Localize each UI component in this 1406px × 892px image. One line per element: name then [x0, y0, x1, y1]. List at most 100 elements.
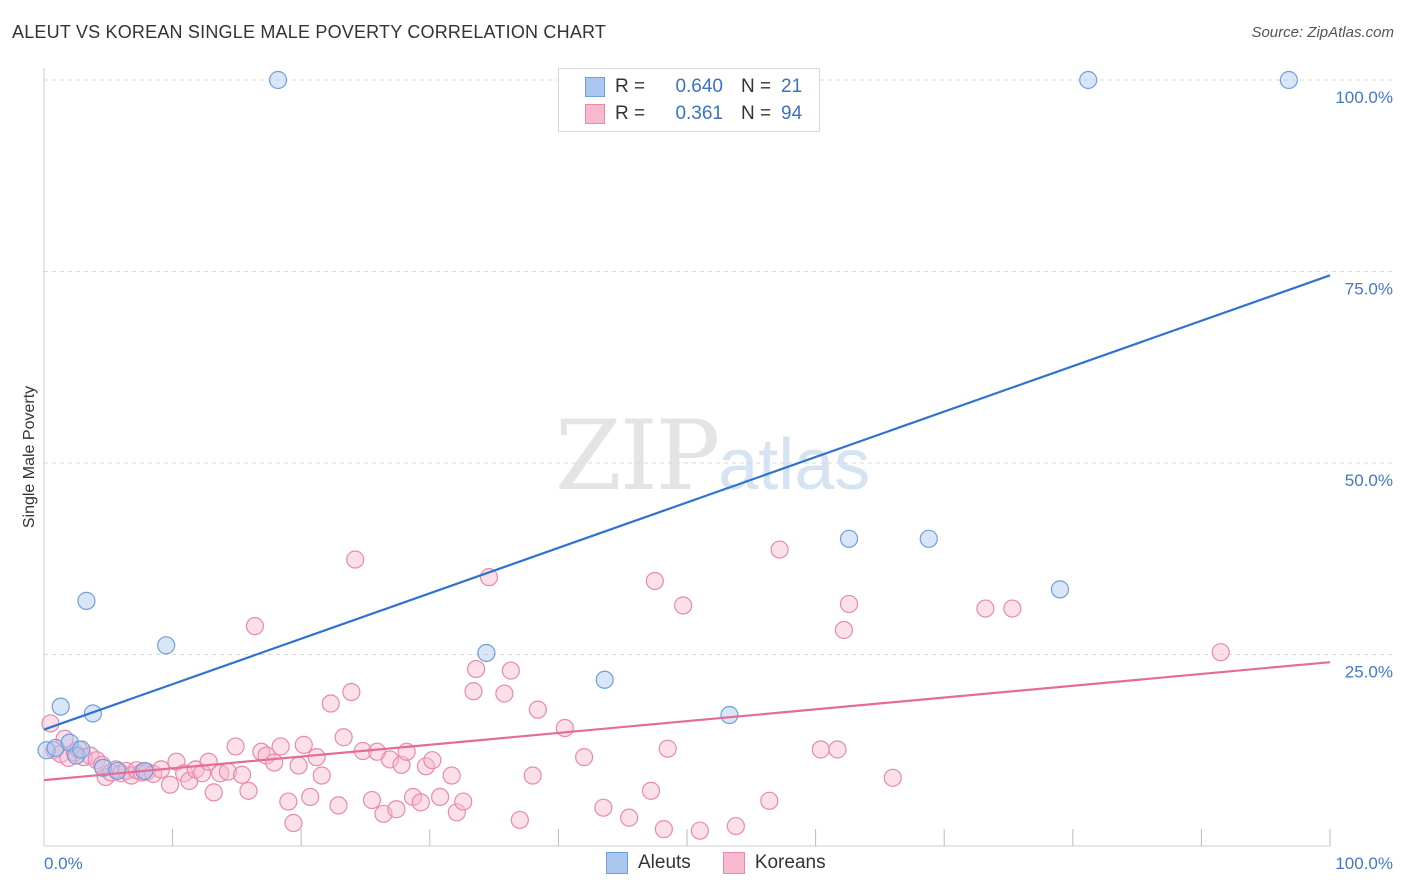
- y-tick-label: 50.0%: [1345, 471, 1393, 490]
- legend-r-label: R =: [615, 76, 646, 97]
- point-aleuts: [477, 643, 496, 663]
- point-koreans: [301, 787, 320, 807]
- point-koreans: [645, 571, 664, 591]
- point-koreans: [454, 792, 473, 811]
- point-aleuts: [77, 591, 96, 610]
- point-koreans: [510, 810, 529, 830]
- point-koreans: [411, 793, 430, 812]
- legend-row-koreans: R = 0.361 N = 94: [585, 103, 821, 125]
- gridlines: [44, 79, 1395, 655]
- point-koreans: [760, 791, 779, 810]
- point-koreans: [334, 728, 353, 747]
- point-koreans: [641, 781, 661, 800]
- point-koreans: [620, 808, 639, 827]
- legend-label-koreans: Koreans: [754, 852, 826, 873]
- y-tick-labels: 25.0% 50.0% 75.0% 100.0%: [1335, 88, 1393, 682]
- point-koreans: [204, 783, 223, 802]
- y-tick-label: 25.0%: [1345, 663, 1393, 682]
- watermark-zip: ZIP: [555, 400, 720, 512]
- point-koreans: [284, 813, 303, 833]
- legend-label-aleuts: Aleuts: [638, 852, 691, 873]
- point-aleuts: [51, 697, 70, 716]
- point-koreans: [342, 682, 361, 702]
- data-points: [37, 70, 1298, 840]
- point-koreans: [265, 753, 284, 772]
- point-koreans: [839, 594, 859, 614]
- y-tick-label: 100.0%: [1335, 88, 1393, 107]
- point-koreans: [654, 820, 673, 839]
- point-aleuts: [1279, 70, 1298, 90]
- y-tick-label: 75.0%: [1345, 280, 1393, 299]
- point-koreans: [329, 796, 348, 815]
- point-koreans: [594, 798, 613, 817]
- point-koreans: [160, 775, 180, 794]
- legend-n-value: 21: [781, 76, 803, 97]
- point-koreans: [690, 821, 709, 840]
- legend-r-value: 0.361: [675, 103, 723, 124]
- point-koreans: [976, 599, 995, 618]
- point-koreans: [289, 756, 308, 775]
- point-koreans: [232, 765, 252, 784]
- x-tick-label-max: 100.0%: [1335, 854, 1393, 873]
- trend-line-aleuts: [43, 274, 1331, 731]
- point-koreans: [312, 766, 331, 785]
- trend-line-koreans: [43, 661, 1331, 782]
- point-aleuts: [919, 529, 938, 548]
- legend-row-aleuts: R = 0.640 N = 21: [585, 76, 821, 98]
- x-ticks: [172, 829, 1331, 846]
- point-koreans: [811, 740, 830, 759]
- legend-r-value: 0.640: [675, 76, 723, 97]
- axes: [43, 68, 1330, 847]
- point-koreans: [834, 620, 853, 640]
- watermark: ZIPatlas: [555, 400, 870, 512]
- point-koreans: [495, 684, 514, 703]
- point-koreans: [883, 768, 902, 787]
- series-legend: Aleuts Koreans: [606, 852, 858, 874]
- point-aleuts: [108, 761, 127, 781]
- legend-r-label: R =: [615, 103, 646, 124]
- point-koreans: [387, 800, 406, 819]
- point-koreans: [501, 661, 520, 680]
- legend-swatch-koreans: [585, 104, 605, 124]
- point-aleuts: [720, 705, 739, 725]
- point-koreans: [528, 700, 547, 719]
- legend-swatch-koreans: [722, 852, 745, 874]
- point-koreans: [464, 682, 483, 701]
- point-aleuts: [268, 70, 288, 90]
- point-koreans: [294, 735, 313, 754]
- point-koreans: [423, 751, 442, 770]
- legend-item-aleuts: Aleuts: [606, 852, 691, 874]
- point-koreans: [828, 740, 847, 759]
- point-aleuts: [46, 738, 65, 758]
- legend-n-label: N =: [741, 76, 772, 97]
- point-koreans: [674, 596, 693, 615]
- point-koreans: [239, 781, 258, 800]
- point-koreans: [466, 659, 486, 679]
- legend-swatch-aleuts: [606, 852, 628, 874]
- point-aleuts: [1079, 70, 1098, 90]
- point-koreans: [346, 550, 365, 569]
- point-koreans: [447, 803, 466, 822]
- y-axis-label: Single Male Poverty: [21, 386, 38, 528]
- chart-title: ALEUT VS KOREAN SINGLE MALE POVERTY CORR…: [12, 22, 607, 42]
- source-label: Source: ZipAtlas.com: [1251, 24, 1394, 41]
- x-tick-label-min: 0.0%: [44, 854, 83, 873]
- point-koreans: [1003, 599, 1022, 618]
- legend-n-label: N =: [741, 103, 772, 124]
- point-koreans: [726, 816, 745, 836]
- correlation-legend: R = 0.640 N = 21 R = 0.361 N = 94: [558, 68, 820, 132]
- point-koreans: [658, 739, 677, 758]
- point-koreans: [575, 748, 594, 767]
- point-koreans: [321, 694, 340, 713]
- point-aleuts: [157, 636, 176, 655]
- point-koreans: [442, 766, 461, 785]
- point-aleuts: [72, 740, 91, 759]
- point-koreans: [307, 748, 326, 767]
- point-aleuts: [839, 529, 859, 548]
- point-aleuts: [1050, 580, 1070, 599]
- point-koreans: [271, 737, 290, 756]
- point-koreans: [226, 737, 245, 756]
- legend-swatch-aleuts: [585, 77, 605, 97]
- point-aleuts: [83, 704, 102, 723]
